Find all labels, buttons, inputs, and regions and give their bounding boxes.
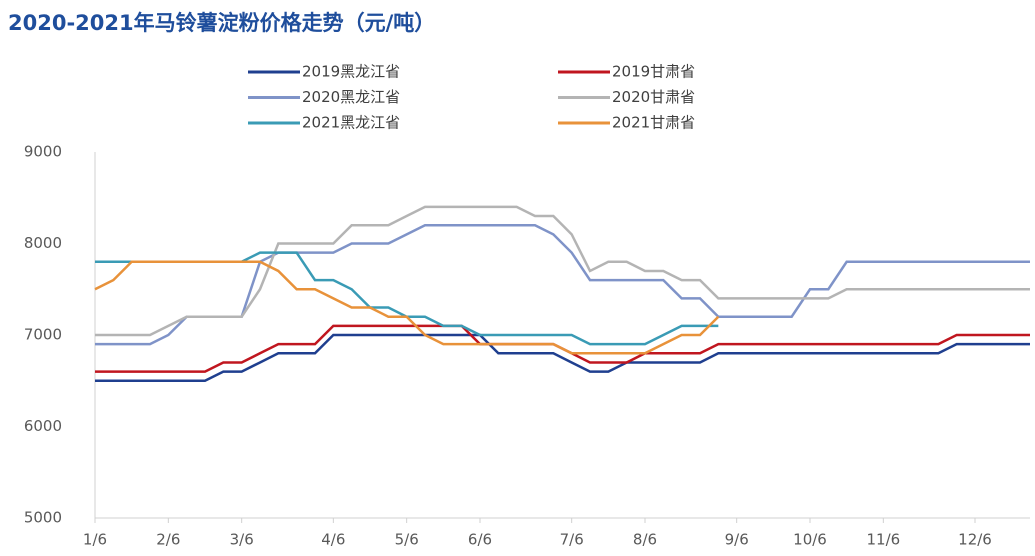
x-tick-label: 10/6: [793, 531, 827, 549]
x-tick-label: 1/6: [83, 531, 107, 549]
y-tick-label: 5000: [24, 509, 62, 527]
x-tick-label: 7/6: [560, 531, 584, 549]
x-tick-label: 2/6: [156, 531, 180, 549]
y-tick-label: 6000: [24, 417, 62, 435]
series-line: [94, 260, 720, 355]
series-line: [95, 205, 1030, 337]
series-line: [95, 251, 719, 346]
x-tick-label: 5/6: [395, 531, 419, 549]
y-tick-label: 7000: [24, 326, 62, 344]
legend-label: 2019甘肃省: [612, 63, 695, 81]
legend-label: 2019黑龙江省: [302, 63, 400, 81]
x-tick-label: 12/6: [958, 531, 992, 549]
chart-title: 2020-2021年马铃薯淀粉价格走势（元/吨）: [8, 11, 435, 35]
x-tick-label: 11/6: [866, 531, 900, 549]
legend-label: 2021黑龙江省: [302, 114, 400, 132]
y-tick-label: 8000: [24, 234, 62, 252]
y-tick-label: 9000: [24, 143, 62, 161]
x-tick-label: 6/6: [468, 531, 492, 549]
legend-label: 2020甘肃省: [612, 88, 695, 106]
series-line: [95, 223, 1030, 346]
x-tick-label: 8/6: [633, 531, 657, 549]
x-tick-label: 9/6: [725, 531, 749, 549]
x-tick-label: 3/6: [230, 531, 254, 549]
series-line: [95, 333, 1030, 382]
legend-label: 2021甘肃省: [612, 114, 695, 132]
x-tick-label: 4/6: [321, 531, 345, 549]
legend-label: 2020黑龙江省: [302, 88, 400, 106]
